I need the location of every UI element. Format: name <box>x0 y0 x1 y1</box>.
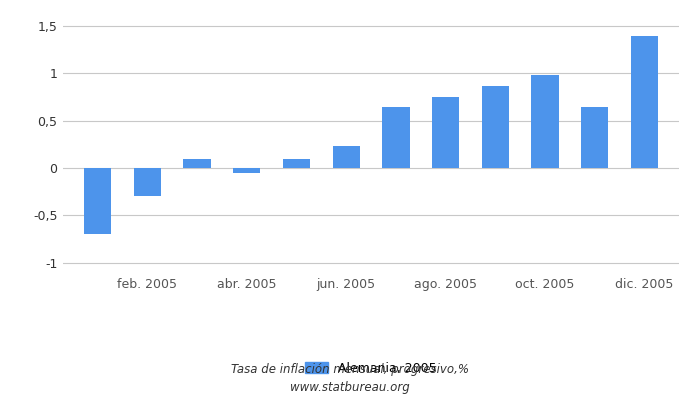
Bar <box>432 97 459 168</box>
Bar <box>332 146 360 168</box>
Bar <box>482 86 509 168</box>
Legend: Alemania, 2005: Alemania, 2005 <box>305 362 437 375</box>
Text: www.statbureau.org: www.statbureau.org <box>290 382 410 394</box>
Text: Tasa de inflación mensual, progresivo,%: Tasa de inflación mensual, progresivo,% <box>231 364 469 376</box>
Bar <box>631 36 658 168</box>
Bar <box>84 168 111 234</box>
Bar <box>134 168 161 196</box>
Bar <box>382 106 410 168</box>
Bar <box>233 168 260 173</box>
Bar <box>581 106 608 168</box>
Bar <box>283 158 310 168</box>
Bar <box>183 158 211 168</box>
Bar <box>531 75 559 168</box>
